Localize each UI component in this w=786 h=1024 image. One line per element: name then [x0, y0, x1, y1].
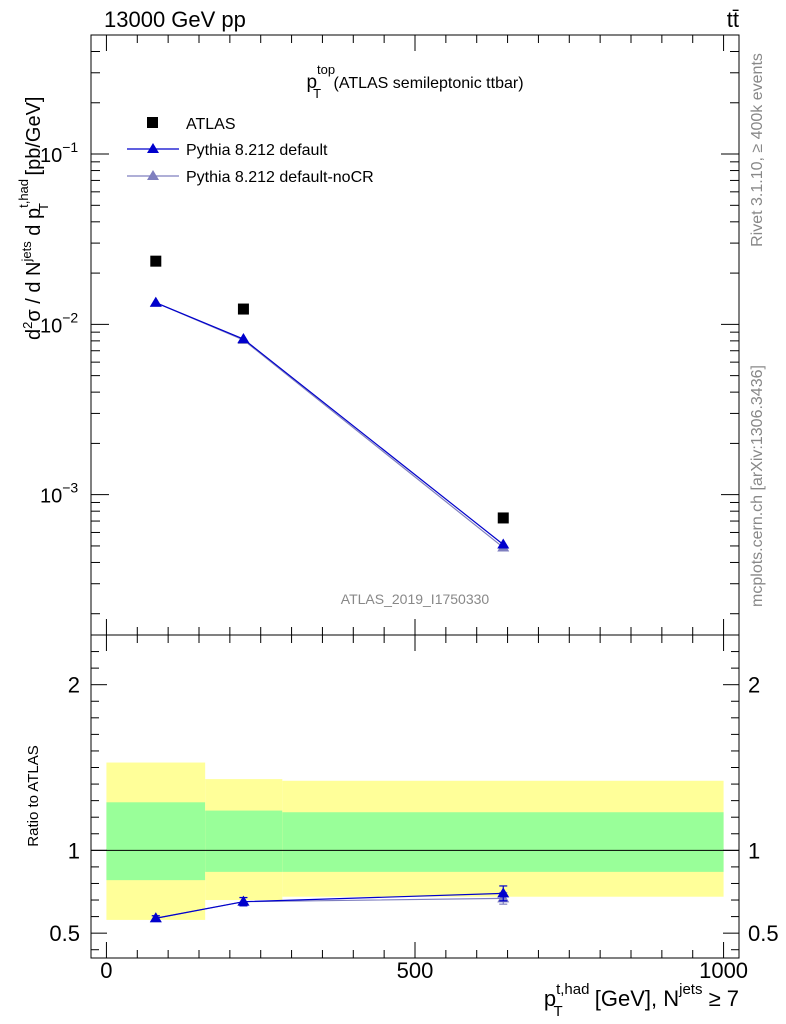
mcplots-label: mcplots.cern.ch [arXiv:1306.3436]: [749, 365, 766, 607]
main-point-default: [149, 296, 162, 307]
ratio-y-tick-label-right: 2: [748, 673, 760, 698]
legend-marker-nocr: [147, 170, 159, 180]
main-panel: 10−1 10−2 10−3 ptop T (ATLAS semileptonic t…: [16, 34, 740, 636]
main-point-atlas: [237, 303, 249, 315]
legend-marker-default: [147, 143, 159, 153]
ratio-y-tick-label-right: 1: [748, 838, 760, 863]
legend: ATLAS Pythia 8.212 default Pythia 8.212 …: [127, 116, 374, 186]
analysis-id: ATLAS_2019_I1750330: [341, 591, 490, 607]
main-y-tick-label: 10−2: [40, 309, 78, 337]
main-series: [149, 255, 510, 552]
ratio-point-default: [497, 887, 510, 898]
ratio-y-axis-label: Ratio to ATLAS: [25, 745, 42, 846]
ratio-y-tick-label-right: 0.5: [748, 921, 779, 946]
ratio-y-tick-label-left: 1: [68, 838, 80, 863]
ratio-bands: [106, 762, 724, 920]
x-tick-label: 1000: [699, 958, 748, 983]
main-y-tick-label: 10−1: [40, 139, 78, 167]
legend-label-nocr: Pythia 8.212 default-noCR: [186, 169, 374, 186]
ratio-panel: 2 2 1 1 0.5 0.5 0 500 1000 Ratio to ATLAS pt,had…: [25, 634, 779, 1020]
process-label: tt̄: [727, 7, 739, 32]
main-point-default: [497, 538, 510, 549]
ratio-y-tick-label-left: 2: [68, 673, 80, 698]
x-tick-label: 500: [397, 958, 434, 983]
main-y-tick-label: 10−3: [40, 480, 78, 508]
main-y-tick-labels: 10−1 10−2 10−3: [40, 139, 78, 508]
ratio-ticks: [91, 635, 739, 958]
band-inner: [282, 812, 724, 872]
legend-label-atlas: ATLAS: [186, 116, 236, 133]
ratio-point-default: [149, 912, 162, 923]
legend-label-default: Pythia 8.212 default: [186, 142, 328, 159]
rivet-label: Rivet 3.1.10, ≥ 400k events: [749, 53, 766, 247]
legend-marker-atlas: [147, 117, 158, 128]
ratio-series: [149, 885, 510, 923]
x-axis-label: pt,had T [GeV], Njets ≥ 7: [544, 981, 739, 1020]
band-inner: [106, 802, 206, 881]
plot-title: ptop T (ATLAS semileptonic ttbar): [306, 62, 523, 101]
x-tick-label: 0: [100, 958, 112, 983]
ratio-y-tick-label-left: 0.5: [49, 921, 80, 946]
main-ticks: [91, 34, 739, 635]
main-line-default: [155, 302, 504, 545]
energy-label: 13000 GeV pp: [104, 7, 246, 32]
title-rest: (ATLAS semileptonic ttbar): [329, 75, 523, 92]
ratio-tick-labels: 2 2 1 1 0.5 0.5 0 500 1000: [49, 673, 778, 983]
title-sub: T: [313, 86, 321, 101]
main-line-nocr: [155, 302, 504, 548]
title-sup: top: [317, 62, 335, 77]
main-point-atlas: [497, 512, 509, 524]
main-point-atlas: [150, 255, 162, 267]
ratio-point-default: [237, 895, 250, 906]
title-main: p: [306, 72, 317, 93]
main-point-default: [237, 333, 250, 344]
main-y-axis-label: d2σ / d Njets d pt,had T [pb/GeV]: [16, 97, 51, 340]
band-inner: [205, 810, 283, 872]
